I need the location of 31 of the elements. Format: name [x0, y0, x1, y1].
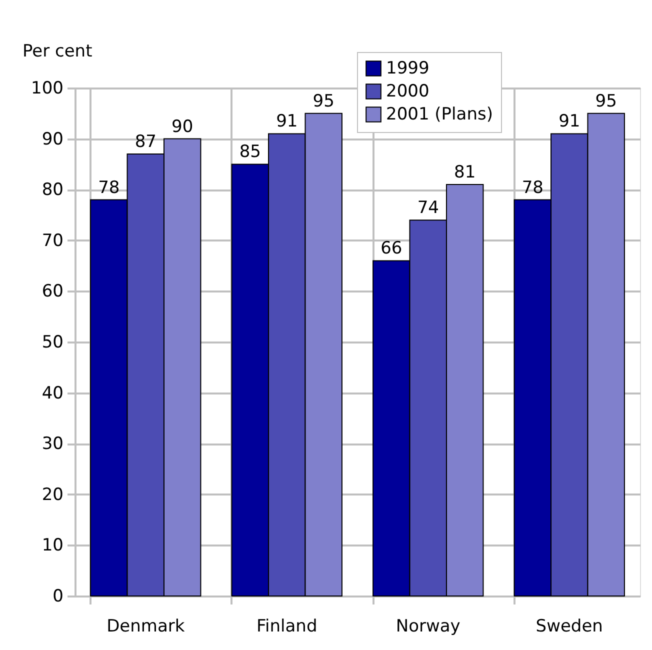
x-tick-label: Denmark [106, 616, 185, 636]
data-label: 87 [134, 132, 156, 152]
x-tick-label: Finland [256, 616, 318, 636]
y-tick-label: 60 [42, 282, 64, 302]
data-label: 95 [595, 91, 617, 112]
y-tick-label: 20 [42, 484, 64, 505]
legend-label: 2001 (Plans) [386, 104, 493, 124]
data-label: 81 [454, 162, 476, 183]
y-tick-label: 0 [52, 586, 64, 606]
data-label: 85 [239, 142, 261, 162]
y-tick-label: 10 [42, 536, 64, 556]
data-label: 66 [380, 238, 402, 259]
data-label: 91 [558, 112, 580, 132]
y-tick-label: 80 [42, 180, 64, 200]
y-tick-label: 40 [42, 383, 64, 404]
y-axis-title: Per cent [22, 42, 93, 62]
data-label: 91 [276, 112, 298, 132]
data-label: 74 [417, 198, 439, 218]
legend-label: 1999 [386, 58, 430, 78]
data-label: 90 [172, 116, 194, 137]
legend-label: 2000 [386, 82, 430, 102]
data-label: 78 [98, 178, 120, 198]
x-tick-label: Sweden [536, 616, 603, 636]
y-tick-label: 100 [31, 78, 64, 98]
y-tick-label: 50 [42, 332, 64, 352]
x-tick-label: Norway [396, 616, 460, 636]
y-tick-label: 30 [42, 434, 64, 454]
data-label: 78 [522, 178, 544, 198]
y-tick-label: 70 [42, 230, 64, 251]
y-tick-label: 90 [42, 129, 64, 150]
data-label: 95 [312, 91, 334, 112]
